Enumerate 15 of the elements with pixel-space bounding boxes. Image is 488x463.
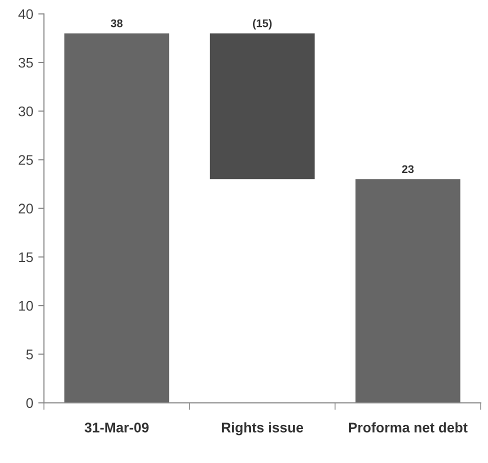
y-tick-label: 15	[19, 252, 33, 262]
y-tick-label: 0	[26, 398, 33, 408]
y-tick-label: 40	[18, 9, 33, 20]
x-tick-label: Proforma net debt	[349, 422, 468, 432]
y-tick-label: 30	[18, 106, 33, 116]
y-tick-label: 10	[19, 300, 33, 311]
data-label: (15)	[252, 19, 272, 30]
y-tick-label: 35	[18, 58, 33, 68]
data-label: 23	[402, 165, 414, 174]
x-tick-label: 31-Mar-09	[84, 422, 149, 432]
data-label: 38	[110, 19, 123, 28]
x-tick-label: Rights issue	[222, 422, 304, 436]
y-tick-label: 25	[18, 155, 33, 165]
y-tick-label: 5	[26, 350, 33, 360]
y-tick-label: 20	[18, 204, 33, 214]
